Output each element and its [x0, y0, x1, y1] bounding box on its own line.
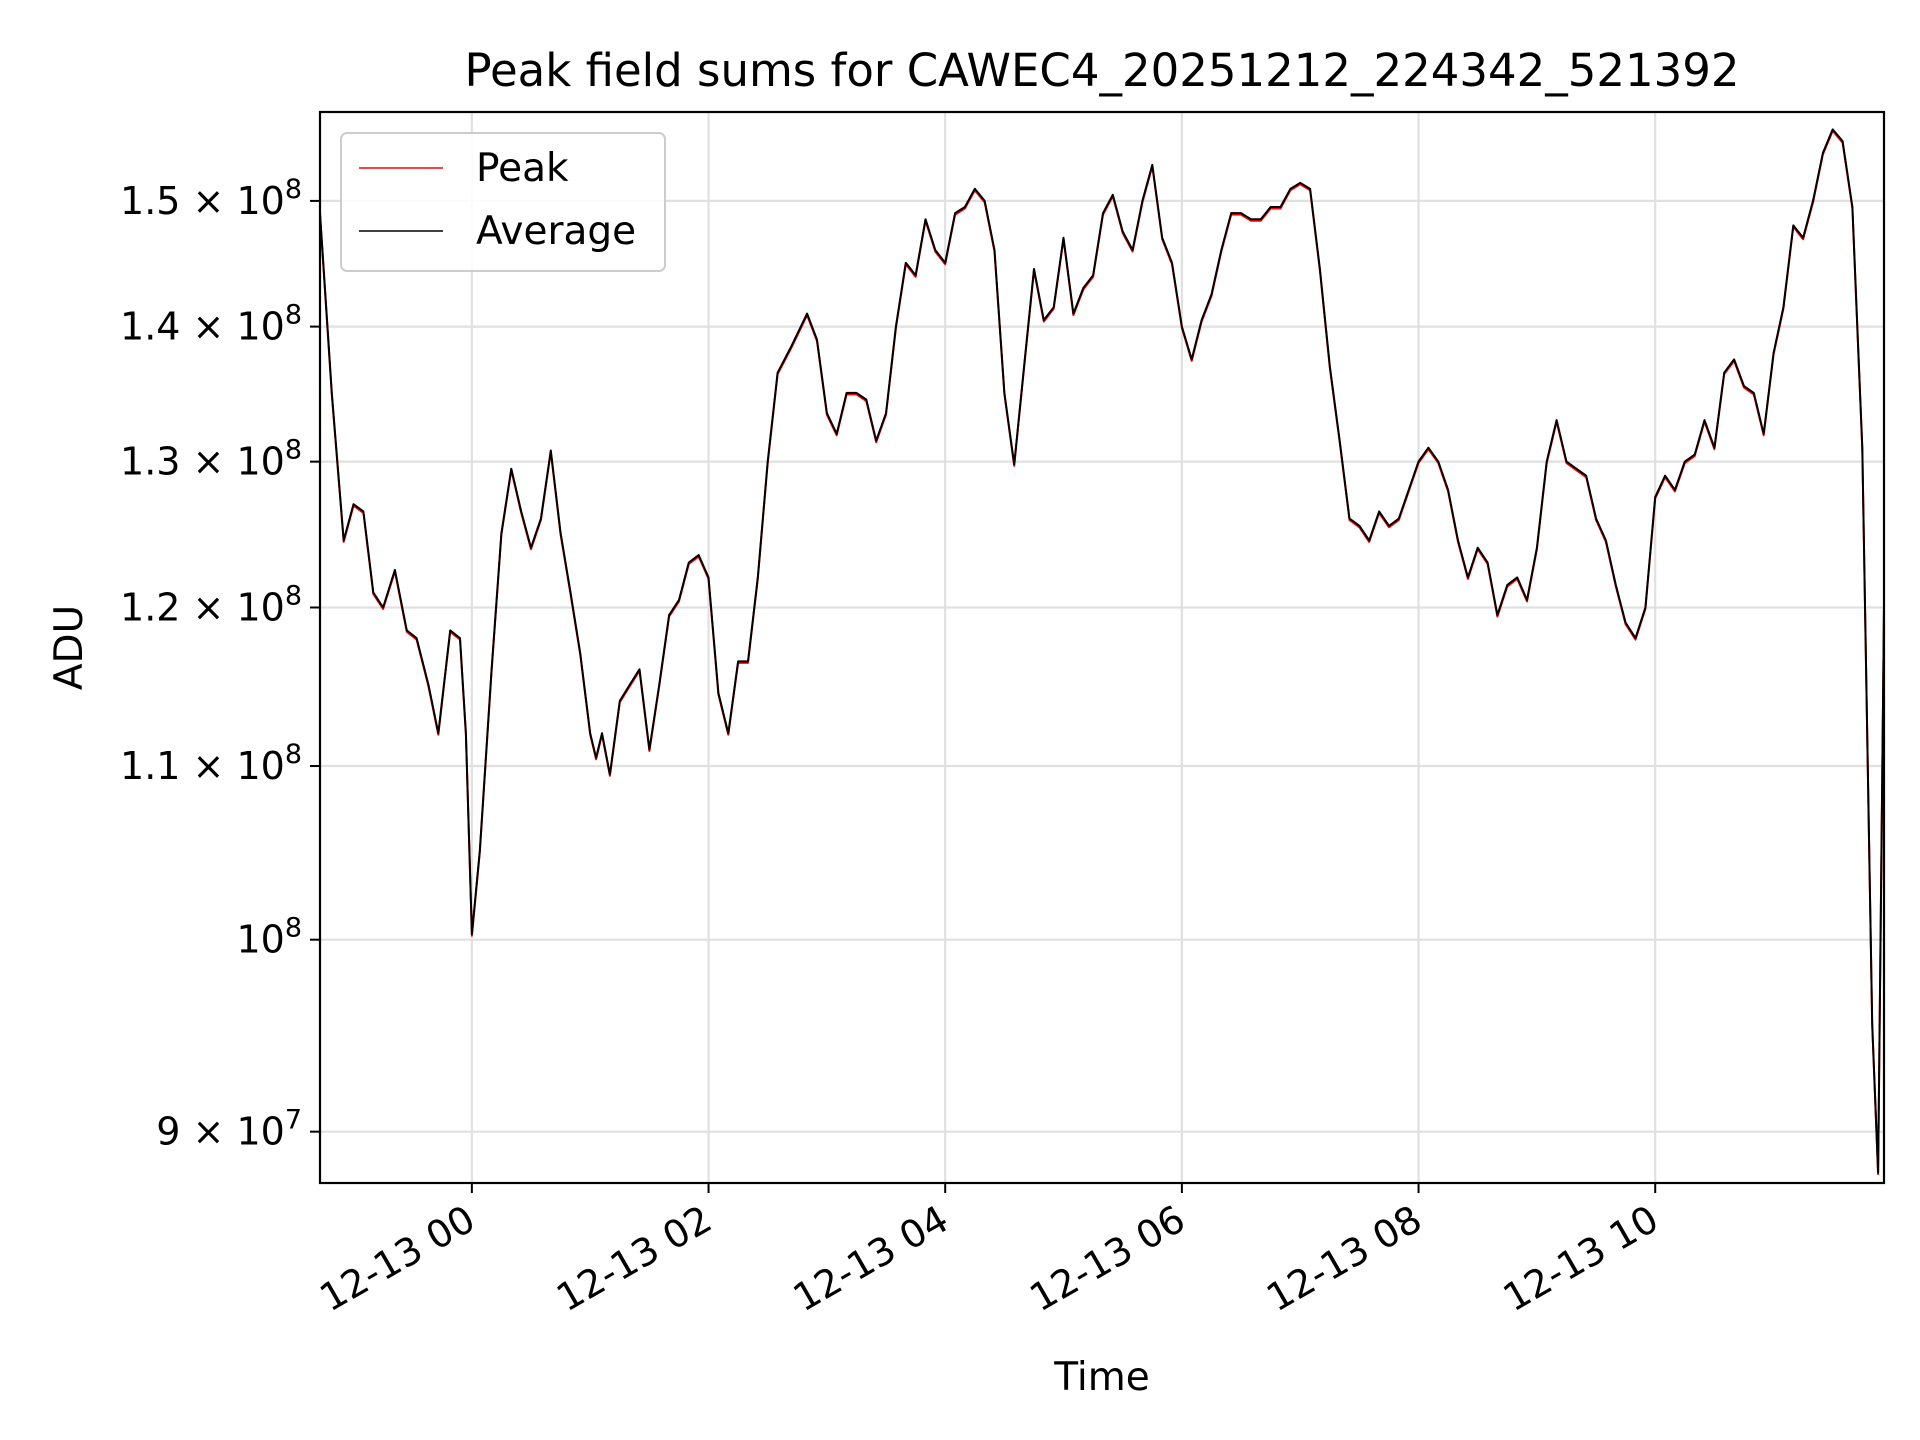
series-line-average	[319, 128, 1885, 1174]
grid	[320, 112, 1884, 1183]
y-tick-label: 108	[236, 913, 302, 962]
chart-title: Peak field sums for CAWEC4_20251212_2243…	[464, 44, 1739, 97]
y-tick-label: 1.2 × 108	[120, 580, 302, 629]
x-axis-label: Time	[1053, 1355, 1149, 1400]
y-tick-label: 1.1 × 108	[120, 739, 302, 788]
legend-label-peak: Peak	[476, 146, 569, 191]
y-axis-label: ADU	[47, 605, 92, 690]
legend: Peak Average	[340, 132, 666, 272]
series-layer	[319, 128, 1885, 1176]
y-tick-label: 1.5 × 108	[120, 174, 302, 223]
legend-label-average: Average	[476, 209, 636, 254]
y-tick-label: 9 × 107	[156, 1105, 302, 1154]
y-tick-label: 1.4 × 108	[120, 300, 302, 349]
plot-frame	[318, 110, 1886, 1185]
y-tick-label: 1.3 × 108	[120, 435, 302, 484]
